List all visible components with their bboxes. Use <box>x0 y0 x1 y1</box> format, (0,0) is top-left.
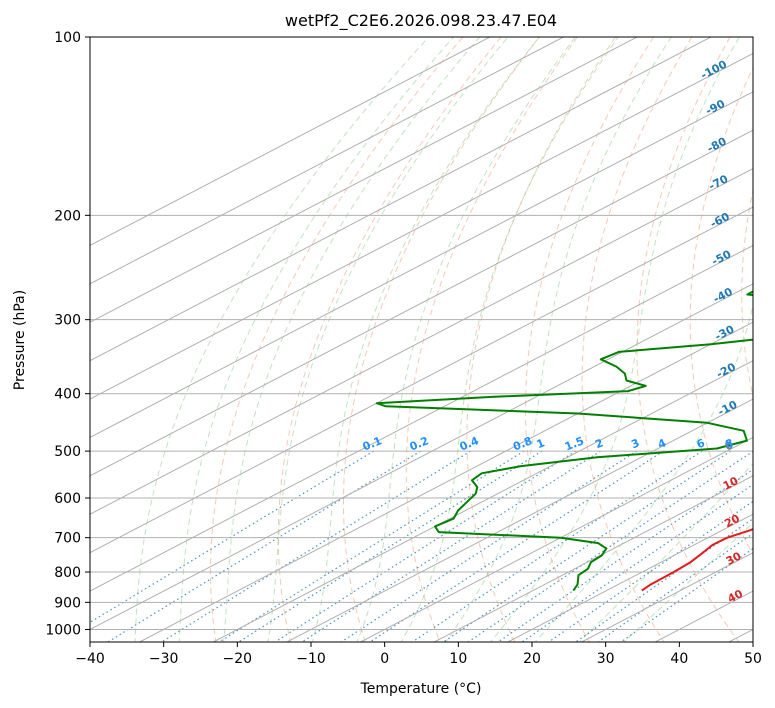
isotherm-gridline <box>90 244 753 592</box>
moist-adiabat-line <box>400 37 619 642</box>
isotherm-gridline <box>213 360 753 642</box>
mixing-ratio-line <box>547 500 753 642</box>
dry-adiabat-line <box>741 187 753 398</box>
axis-ticks: −40 −30 −20 −10 0 10 20 30 40 50 100 200 300 400 500 60… <box>45 30 762 667</box>
mixing-ratio-line <box>90 450 374 624</box>
plot-background <box>90 37 753 642</box>
isotherm-gridline <box>90 37 712 362</box>
isotherm-label: 40 <box>725 587 745 606</box>
isotherm-gridline <box>286 398 753 642</box>
isotherm-gridline <box>90 37 564 285</box>
isotherm-gridline <box>90 37 638 323</box>
mixing-ratio-label: 1 <box>535 436 547 451</box>
y-tick-label: 400 <box>54 387 81 403</box>
moist-adiabat-line <box>534 302 753 642</box>
x-tick-label: 10 <box>449 651 467 667</box>
dry-adiabat-line <box>405 37 578 642</box>
x-tick-label: 0 <box>380 651 389 667</box>
dry-adiabat-line <box>636 37 740 642</box>
isotherm-gridline <box>507 513 753 642</box>
dewpoint-profile-line <box>375 290 753 592</box>
isotherm-gridline <box>90 168 753 515</box>
x-tick-label: −20 <box>223 651 253 667</box>
isotherm-label: 30 <box>724 549 744 568</box>
mixing-ratio-line <box>218 450 525 642</box>
x-tick-label: 50 <box>744 651 762 667</box>
y-tick-label: 300 <box>54 313 81 329</box>
dry-adiabat-line <box>525 37 655 642</box>
y-tick-label: 700 <box>54 531 81 547</box>
temperature-profile-line <box>641 528 753 592</box>
y-tick-label: 200 <box>54 208 81 224</box>
dry-adiabat-line <box>581 37 693 642</box>
isotherm-gridline <box>90 129 753 477</box>
mixing-ratio-label: 2 <box>593 436 605 451</box>
mixing-ratio-line <box>521 483 753 642</box>
x-tick-label: 30 <box>597 651 615 667</box>
x-tick-label: −40 <box>75 651 105 667</box>
y-tick-label: 600 <box>54 491 81 507</box>
grid-lines <box>90 37 753 642</box>
isotherm-gridline <box>90 91 753 438</box>
y-tick-label: 500 <box>54 444 81 460</box>
x-tick-label: −10 <box>296 651 326 667</box>
isotherm-gridline <box>139 321 753 642</box>
x-tick-label: 40 <box>670 651 688 667</box>
mixing-ratio-label: 3 <box>629 436 641 451</box>
x-tick-label: 20 <box>523 651 541 667</box>
y-tick-label: 100 <box>54 30 81 46</box>
mixing-ratio-line <box>597 532 753 642</box>
isotherm-label: 10 <box>721 474 741 493</box>
mixing-ratio-label: 8 <box>723 436 735 451</box>
x-tick-label: −30 <box>149 651 179 667</box>
mixing-ratio-line <box>300 450 601 642</box>
y-tick-label: 1000 <box>45 622 81 638</box>
isotherm-gridline <box>90 52 753 400</box>
isotherm-gridline <box>360 436 753 642</box>
y-axis-title: Pressure (hPa) <box>12 290 28 390</box>
data-series <box>375 290 753 592</box>
x-axis-title: Temperature (°C) <box>360 681 482 697</box>
isotherm-gridline <box>90 206 753 554</box>
y-tick-label: 800 <box>54 565 81 581</box>
isotherm-gridline <box>434 475 753 642</box>
plot-frame <box>89 36 754 643</box>
chart-title: wetPf2_C2E6.2026.098.23.47.E04 <box>285 11 557 31</box>
isotherm-gridline <box>90 37 491 246</box>
isotherm-gridline <box>90 283 753 631</box>
isotherm-label: 20 <box>722 512 742 531</box>
y-tick-label: 900 <box>54 595 81 611</box>
